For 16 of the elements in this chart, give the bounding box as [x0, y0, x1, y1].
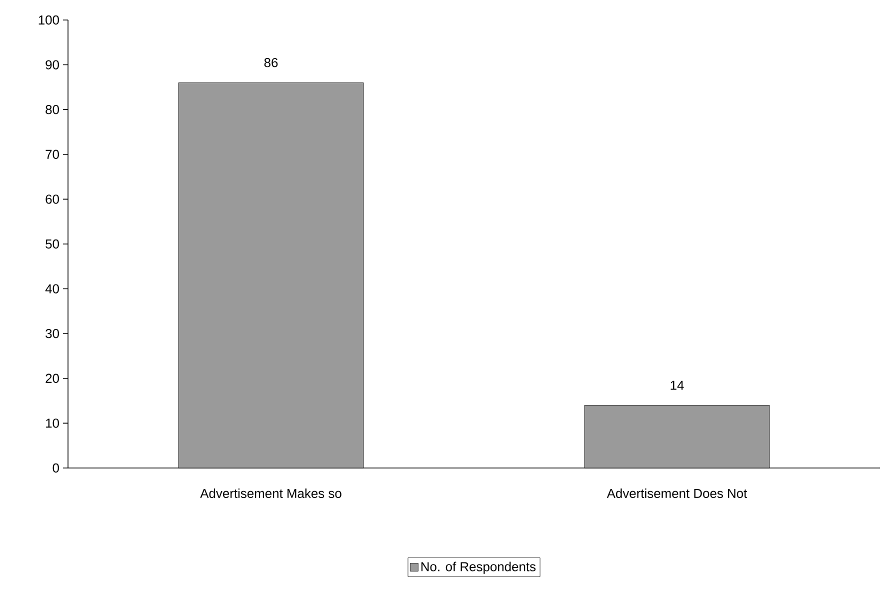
y-tick-label: 40	[45, 284, 59, 294]
y-tick-label: 30	[46, 328, 59, 338]
y-tick-label: 50	[46, 239, 59, 249]
data-label: 14	[670, 380, 684, 390]
y-tick-label: 60	[46, 194, 59, 204]
y-tick-label: 20	[46, 374, 59, 383]
y-tick-label: 0	[52, 463, 59, 473]
legend-label: No. of Respondents	[421, 562, 536, 574]
y-tick-label: 100	[38, 15, 59, 25]
y-tick-label: 70	[46, 150, 59, 159]
y-tick-label: 80	[46, 104, 59, 114]
y-tick-label: 10	[46, 418, 59, 428]
x-tick-label: Advertisement Does Not	[606, 488, 748, 498]
y-tick-label: 90	[46, 60, 59, 70]
data-label: 86	[264, 58, 278, 68]
x-tick-label: Advertisement Makes so	[200, 488, 342, 498]
